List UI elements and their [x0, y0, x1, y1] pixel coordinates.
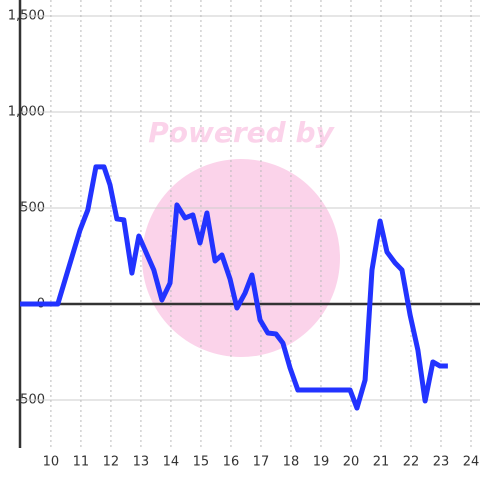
x-tick-label: 17	[253, 455, 270, 470]
x-tick-label: 11	[73, 455, 90, 470]
x-tick-label: 18	[283, 455, 300, 470]
x-tick-label: 23	[433, 455, 450, 470]
x-tick-label: 15	[193, 455, 210, 470]
x-tick-label: 12	[103, 455, 120, 470]
x-tick-label: 19	[313, 455, 330, 470]
x-tick-label: 14	[163, 455, 180, 470]
x-tick-label: 21	[373, 455, 390, 470]
x-tick-label: 24	[463, 455, 480, 470]
x-tick-label: 16	[223, 455, 240, 470]
line-series	[20, 164, 448, 411]
watermark: Powered by	[148, 116, 335, 149]
x-tick-label: 20	[343, 455, 360, 470]
x-tick-label: 10	[43, 455, 60, 470]
x-tick-label: 13	[133, 455, 150, 470]
x-tick-label: 22	[403, 455, 420, 470]
